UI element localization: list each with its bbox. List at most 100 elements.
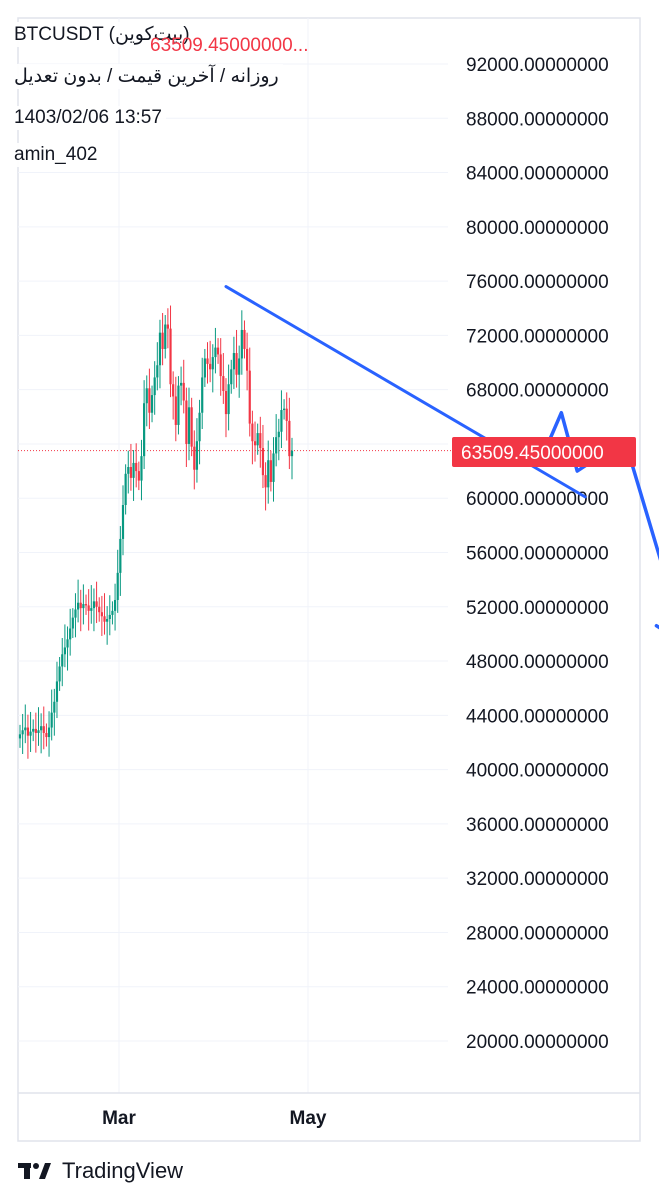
last-price-tag-bg [452, 437, 636, 467]
y-tick-label: 72000.00000000 [466, 326, 609, 347]
candle-body [179, 382, 183, 386]
candle-body [71, 617, 74, 629]
y-tick-label: 28000.00000000 [466, 923, 609, 944]
tradingview-watermark[interactable]: TradingView [18, 1158, 183, 1184]
candle-body [148, 388, 151, 413]
candle-body [132, 462, 135, 478]
candle-body [187, 407, 191, 444]
y-tick-label: 52000.00000000 [466, 598, 609, 619]
y-tick-label: 44000.00000000 [466, 706, 609, 727]
candle-body [111, 610, 114, 615]
candle-body [26, 727, 30, 736]
tradingview-logo-icon [18, 1163, 51, 1179]
candle-body [203, 358, 206, 378]
author-name[interactable]: amin_402 [10, 143, 102, 167]
candle-body [21, 730, 24, 735]
candle-body [227, 384, 230, 415]
candle-body [222, 376, 225, 392]
candle-body [137, 471, 140, 481]
candle-body [95, 601, 98, 607]
candle-body [140, 456, 143, 481]
chart-subtitle: روزانه / آخرین قیمت / بدون تعدیل [10, 64, 283, 89]
candle-body [251, 423, 254, 442]
candle-body [185, 400, 188, 444]
candle-body [127, 467, 130, 474]
candle-body [232, 353, 236, 370]
candle-body [198, 412, 201, 442]
candle-body [45, 732, 48, 738]
candle-body [63, 647, 66, 655]
symbol-title[interactable]: BTCUSDT (بیت‌کوین) [10, 22, 194, 47]
candle-body [55, 681, 59, 702]
candle-body [98, 606, 101, 613]
candle-body [238, 358, 241, 375]
candle-body [143, 403, 146, 457]
candle-body [82, 604, 85, 609]
candle-body [195, 441, 199, 470]
candle-body [103, 616, 106, 622]
candle-body [121, 505, 125, 539]
price-axis[interactable]: 92000.00000000 88000.00000000 84000.000000… [466, 55, 609, 1053]
candle-body [261, 448, 265, 476]
candle-body [37, 730, 40, 733]
candle-body [150, 395, 154, 413]
candle-body [282, 408, 286, 411]
price-chart[interactable]: 92000.00000000 88000.00000000 84000.000000… [0, 0, 659, 1150]
y-tick-label: 56000.00000000 [466, 544, 609, 565]
chart-frame [17, 17, 641, 1142]
candle-body [32, 728, 35, 732]
candle-body [290, 450, 294, 457]
candle-body [164, 324, 167, 349]
header-last-price: 63509.45000000... [150, 35, 309, 56]
candle-body [47, 727, 51, 738]
candle-body [34, 728, 37, 733]
candle-body [58, 666, 61, 682]
candle-body [156, 365, 159, 378]
y-tick-label: 20000.00000000 [466, 1032, 609, 1053]
y-tick-label: 92000.00000000 [466, 55, 609, 76]
candle-body [153, 377, 156, 396]
candle-body [87, 605, 90, 611]
candle-body [248, 370, 251, 424]
candle-body [206, 358, 209, 364]
candle-body [230, 369, 233, 385]
candle-body [116, 572, 119, 600]
x-tick-label: May [290, 1108, 327, 1129]
candle-body [84, 604, 88, 606]
last-price-tag: 63509.45000000 [452, 437, 636, 467]
candle-body [211, 357, 214, 370]
candle-body [135, 462, 138, 472]
candle-body [285, 408, 288, 421]
candle-body [267, 460, 270, 488]
candle-body [256, 433, 259, 446]
time-axis[interactable]: Mar May [102, 1108, 327, 1129]
candle-body [40, 726, 43, 731]
candle-body [182, 382, 185, 401]
candle-body [193, 446, 196, 470]
candle-body [280, 410, 283, 432]
candle-body [92, 601, 96, 609]
candle-body [145, 388, 148, 404]
candle-body [214, 347, 217, 358]
y-tick-label: 24000.00000000 [466, 978, 609, 999]
candle-body [288, 420, 291, 457]
candle-body [79, 602, 82, 609]
candle-body [113, 599, 117, 611]
tradingview-brand: TradingView [62, 1158, 184, 1183]
projection-path[interactable] [543, 410, 659, 644]
y-tick-label: 76000.00000000 [466, 272, 609, 293]
candle-body [169, 328, 172, 385]
candle-body [124, 473, 127, 506]
candle-body [29, 731, 32, 736]
candle-body [108, 614, 111, 619]
candle-body [272, 453, 275, 482]
y-tick-label: 36000.00000000 [466, 815, 609, 836]
candle-body [177, 385, 180, 425]
candle-body [50, 712, 53, 728]
candlesticks [18, 305, 294, 759]
candle-body [76, 602, 80, 610]
y-tick-label: 60000.00000000 [466, 489, 609, 510]
candle-body [264, 475, 267, 488]
candle-body [277, 431, 280, 438]
y-tick-label: 68000.00000000 [466, 381, 609, 402]
